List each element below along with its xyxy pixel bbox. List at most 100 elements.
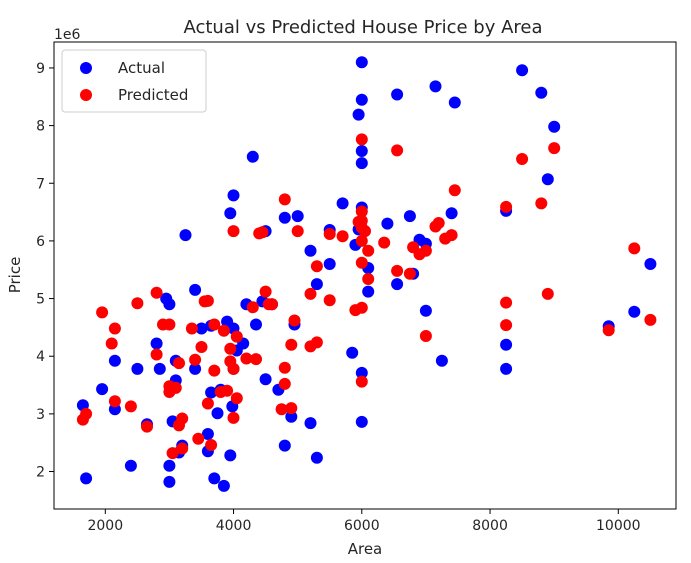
- point-predicted-5: [108, 395, 121, 408]
- point-actual-9: [153, 362, 166, 375]
- point-predicted-39: [230, 392, 243, 405]
- point-predicted-93: [516, 153, 529, 165]
- point-actual-49: [278, 211, 291, 224]
- y-offset-label: 1e6: [54, 27, 81, 43]
- point-predicted-4: [108, 322, 121, 335]
- point-predicted-24: [195, 341, 208, 353]
- point-predicted-38: [227, 362, 240, 375]
- point-predicted-28: [205, 439, 218, 451]
- point-predicted-68: [355, 256, 368, 269]
- point-predicted-77: [378, 236, 391, 249]
- x-tick-label-4000: 4000: [216, 518, 252, 534]
- point-predicted-7: [131, 297, 144, 310]
- point-actual-69: [355, 93, 368, 106]
- plot-area-frame: [53, 41, 677, 510]
- point-actual-22: [195, 322, 208, 335]
- point-predicted-71: [355, 214, 368, 227]
- point-actual-91: [548, 120, 561, 133]
- point-predicted-3: [105, 337, 118, 350]
- point-actual-11: [163, 475, 176, 488]
- y-tick-label-2: 2: [36, 465, 45, 481]
- point-predicted-75: [362, 273, 375, 285]
- point-actual-79: [419, 304, 432, 317]
- point-predicted-45: [256, 226, 269, 239]
- point-actual-71: [362, 285, 375, 298]
- point-actual-81: [429, 80, 442, 93]
- point-predicted-46: [259, 285, 272, 298]
- point-predicted-96: [548, 142, 561, 155]
- point-predicted-9: [150, 286, 163, 299]
- point-predicted-20: [176, 442, 189, 455]
- chart-title: Actual vs Predicted House Price by Area: [183, 17, 542, 38]
- point-predicted-40: [230, 330, 243, 343]
- point-actual-68: [355, 145, 368, 157]
- point-predicted-84: [419, 244, 432, 257]
- x-tick-label-6000: 6000: [344, 518, 380, 534]
- point-predicted-10: [150, 348, 163, 361]
- point-actual-6: [131, 362, 144, 375]
- point-predicted-76: [362, 244, 375, 257]
- point-actual-57: [323, 258, 336, 270]
- point-actual-12: [163, 459, 176, 472]
- legend-label-predicted: Predicted: [118, 86, 188, 104]
- point-predicted-14: [163, 318, 176, 331]
- point-actual-60: [346, 346, 359, 359]
- x-tick-label-10000: 10000: [596, 518, 641, 534]
- point-predicted-56: [291, 225, 304, 238]
- y-axis-title: Price: [6, 257, 24, 294]
- point-predicted-72: [355, 205, 368, 218]
- point-actual-55: [310, 451, 323, 464]
- point-predicted-99: [644, 313, 657, 326]
- point-actual-21: [189, 283, 202, 296]
- point-actual-30: [217, 479, 230, 492]
- point-actual-70: [355, 56, 368, 69]
- legend-marker-predicted: [80, 89, 92, 101]
- point-predicted-53: [285, 338, 298, 351]
- point-predicted-97: [602, 324, 615, 337]
- point-actual-41: [246, 150, 259, 163]
- point-predicted-27: [201, 397, 214, 410]
- point-actual-25: [205, 386, 218, 399]
- point-predicted-66: [355, 375, 368, 388]
- point-predicted-92: [500, 200, 513, 213]
- point-actual-24: [201, 428, 214, 440]
- point-predicted-2: [96, 306, 109, 319]
- point-actual-54: [304, 244, 317, 257]
- point-actual-13: [163, 298, 176, 311]
- point-predicted-16: [169, 381, 182, 394]
- y-tick-label-5: 5: [36, 292, 45, 308]
- point-predicted-49: [275, 403, 288, 416]
- point-predicted-1: [80, 407, 93, 420]
- point-actual-74: [391, 278, 404, 291]
- point-actual-5: [124, 459, 137, 472]
- x-axis-title: Area: [348, 540, 383, 558]
- point-predicted-29: [208, 318, 221, 331]
- point-actual-56: [310, 278, 323, 291]
- point-predicted-63: [336, 230, 349, 243]
- point-actual-37: [227, 189, 240, 202]
- point-predicted-90: [500, 319, 513, 332]
- point-predicted-69: [355, 234, 368, 247]
- point-actual-20: [189, 362, 202, 375]
- point-actual-93: [628, 305, 641, 318]
- point-actual-44: [259, 373, 272, 386]
- point-predicted-88: [445, 229, 458, 242]
- point-predicted-60: [304, 287, 317, 300]
- point-predicted-41: [240, 352, 253, 365]
- legend: Actual Predicted: [61, 49, 207, 113]
- y-tick-label-3: 3: [36, 407, 45, 423]
- point-actual-62: [352, 108, 365, 121]
- point-predicted-91: [500, 296, 513, 309]
- point-actual-65: [355, 366, 368, 379]
- point-predicted-6: [124, 400, 137, 413]
- point-actual-84: [448, 96, 461, 109]
- point-actual-76: [403, 210, 416, 223]
- point-predicted-61: [323, 294, 336, 307]
- point-predicted-19: [176, 412, 189, 425]
- point-actual-94: [644, 258, 657, 270]
- point-predicted-94: [535, 197, 548, 210]
- point-predicted-8: [141, 420, 153, 433]
- point-actual-75: [391, 88, 404, 101]
- point-predicted-83: [419, 330, 432, 342]
- point-actual-4: [108, 354, 121, 367]
